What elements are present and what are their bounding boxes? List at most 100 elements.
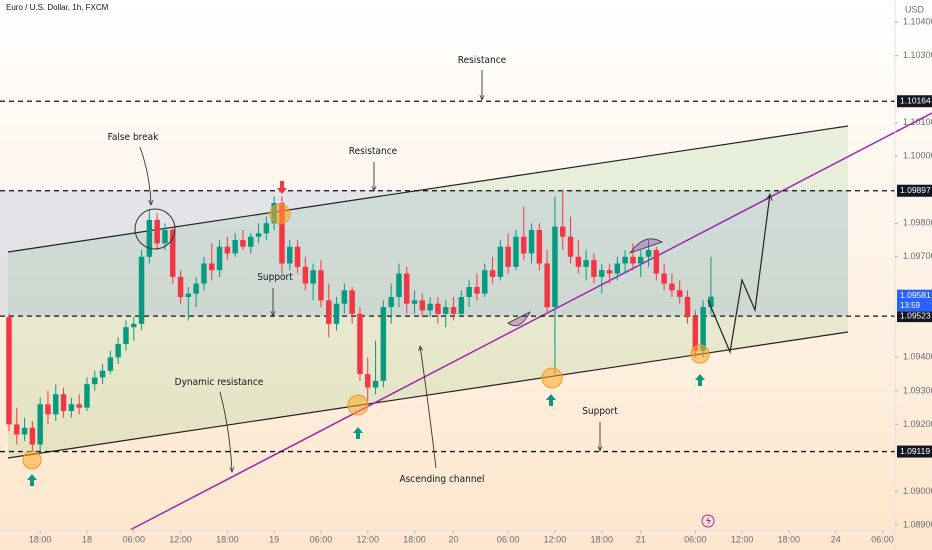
candle-body <box>123 327 129 344</box>
x-tick-label: 18:00 <box>29 534 52 544</box>
candle-body <box>302 266 309 284</box>
y-tick-label: 1.09400 <box>903 352 932 362</box>
level-tag <box>897 445 932 458</box>
candle-body <box>21 427 28 435</box>
annotation-arrow <box>219 391 232 472</box>
candle-body <box>692 317 699 351</box>
candle-body <box>255 233 262 237</box>
candle-body <box>45 404 51 415</box>
candle-body <box>177 276 184 298</box>
candle-body <box>614 263 621 274</box>
candle-body <box>53 394 59 415</box>
x-tick-label: 12:00 <box>731 534 754 544</box>
candle-body <box>92 377 98 385</box>
candle-body <box>14 424 20 435</box>
candle-body <box>240 240 246 247</box>
candle-body <box>645 250 652 257</box>
candle-body <box>443 307 449 314</box>
down-arrow <box>277 181 287 194</box>
y-tick-label: 1.09000 <box>903 486 932 496</box>
x-tick-label: 18:00 <box>403 534 426 544</box>
candle-body <box>263 223 270 234</box>
channel-fill <box>8 126 848 458</box>
candle-body <box>333 303 340 324</box>
candle-body <box>107 357 114 371</box>
candle-body <box>310 270 316 284</box>
y-axis-label: USD <box>905 4 925 14</box>
y-tick-label: 1.09200 <box>903 419 932 429</box>
x-tick-label: 06:00 <box>684 534 707 544</box>
touch-circle <box>347 394 369 416</box>
candle-body <box>591 260 597 277</box>
x-tick-label: 06:00 <box>871 534 894 544</box>
candle-body <box>552 226 558 308</box>
candle-body <box>396 273 402 298</box>
candle-body <box>232 240 238 254</box>
x-tick-label: 24 <box>831 534 841 544</box>
countdown: 13:59 <box>900 301 921 310</box>
candle-body <box>209 263 215 271</box>
chart-title: Euro / U.S. Dollar, 1h, FXCM <box>6 3 109 12</box>
annotation: Dynamic resistance <box>175 377 264 388</box>
x-tick-label: 12:00 <box>544 534 567 544</box>
candle-body <box>372 380 379 388</box>
up-arrow <box>353 427 363 439</box>
x-tick-label: 06:00 <box>497 534 520 544</box>
false-break-circle <box>134 208 176 250</box>
candle-body <box>162 229 168 244</box>
candle-body <box>466 286 472 298</box>
candle-body <box>536 229 543 264</box>
candle-body <box>29 427 36 445</box>
projection-path <box>707 194 770 355</box>
x-tick-label: 06:00 <box>310 534 333 544</box>
candle-body <box>6 317 12 425</box>
candle-body <box>521 236 527 254</box>
candle-body <box>474 286 480 294</box>
candle-body <box>677 290 683 298</box>
candle-body <box>279 203 285 264</box>
x-tick-label: 18:00 <box>216 534 239 544</box>
candle-body <box>224 246 231 254</box>
candle-body <box>528 229 535 254</box>
candle-body <box>201 263 207 284</box>
annotation: Resistance <box>458 55 507 66</box>
y-tick-label: 1.10000 <box>903 151 932 161</box>
annotation: Support <box>582 406 618 417</box>
annotation-arrow <box>139 146 151 205</box>
candle-body <box>684 297 691 318</box>
touch-circle <box>541 367 563 389</box>
candle-body <box>661 273 667 284</box>
candle-body <box>318 270 324 301</box>
candle-body <box>411 300 418 304</box>
x-tick-label: 18:00 <box>778 534 801 544</box>
candle-body <box>708 296 714 308</box>
candle-body <box>630 256 636 264</box>
y-tick-label: 1.10400 <box>903 17 932 27</box>
candle-body <box>638 256 644 264</box>
candle-body <box>216 246 223 271</box>
annotation: Resistance <box>349 146 398 157</box>
price-tag <box>897 289 932 312</box>
up-arrow <box>695 374 705 386</box>
level-label: 1.09119 <box>900 446 930 456</box>
candle-body <box>622 256 628 264</box>
annotation-arrow <box>420 346 437 469</box>
touch-circle <box>690 344 710 364</box>
candle-body <box>404 273 410 304</box>
candle-body <box>388 297 394 308</box>
level-label: 1.09523 <box>900 310 931 320</box>
candle-body <box>99 370 106 378</box>
x-tick-label: 18 <box>82 534 92 544</box>
candle-body <box>450 307 457 314</box>
x-tick-label: 19 <box>269 534 279 544</box>
x-tick-label: 12:00 <box>169 534 192 544</box>
candle-body <box>357 313 363 375</box>
price-label: 1.09581 <box>900 290 931 300</box>
candle-body <box>513 236 519 267</box>
candle-body <box>427 303 433 311</box>
event-icon[interactable] <box>701 514 715 528</box>
candle-body <box>599 270 605 277</box>
trendline <box>129 112 932 531</box>
candle-body <box>365 374 371 388</box>
